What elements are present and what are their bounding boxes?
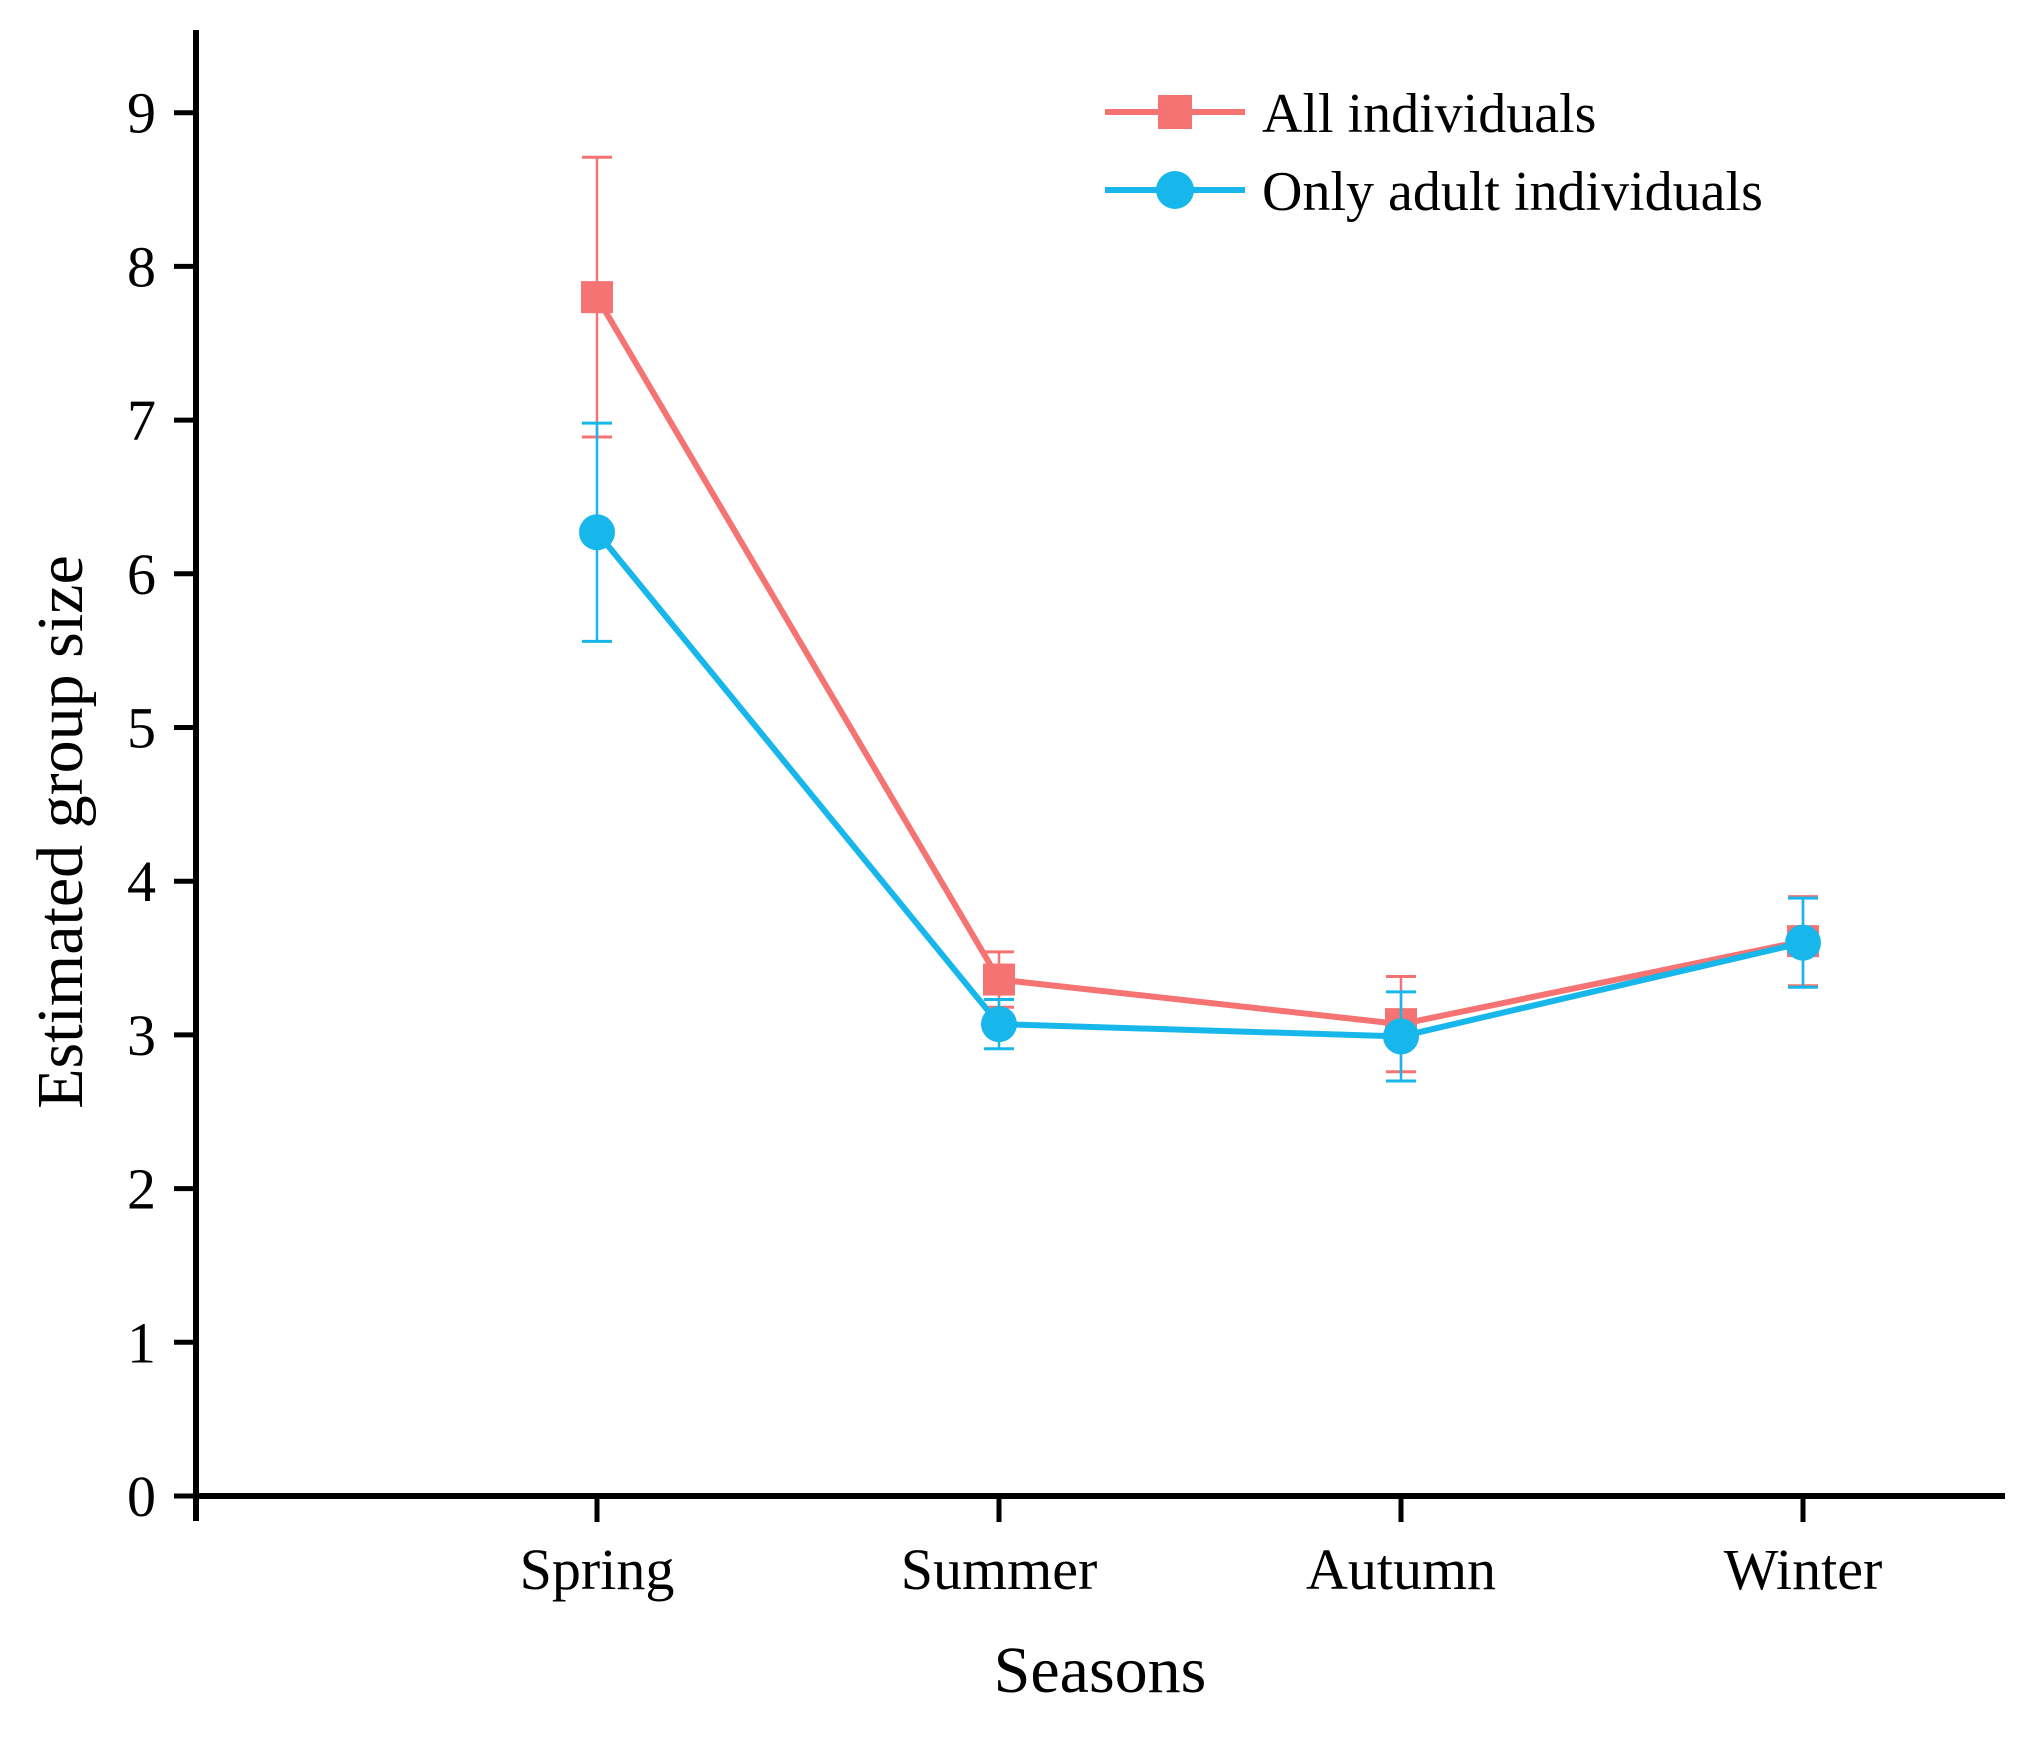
y-tick-label: 5 [127, 696, 156, 761]
y-axis-ticks: 0 1 2 3 4 5 6 7 8 9 [127, 81, 196, 1529]
legend-marker-only-adult-individuals [1156, 171, 1194, 209]
y-tick-label: 2 [127, 1157, 156, 1222]
data-point-square [581, 281, 613, 314]
data-point-circle [579, 514, 615, 551]
legend-label-all-individuals: All individuals [1262, 83, 1596, 145]
x-tick-label: Spring [520, 1537, 675, 1602]
y-tick-label: 6 [127, 542, 156, 607]
x-tick-label: Summer [901, 1537, 1098, 1602]
x-axis-ticks: Spring Summer Autumn Winter [520, 1496, 1883, 1602]
data-point-square [983, 963, 1015, 996]
y-tick-label: 3 [127, 1003, 156, 1068]
x-tick-label: Winter [1724, 1537, 1883, 1602]
x-axis-title: Seasons [994, 1634, 1207, 1707]
axes [193, 30, 2005, 1521]
x-tick-label: Autumn [1306, 1537, 1496, 1602]
y-tick-label: 0 [127, 1464, 156, 1529]
series-layer [579, 155, 1821, 1083]
y-tick-label: 1 [127, 1310, 156, 1375]
data-point-circle [1383, 1018, 1419, 1055]
series-line [594, 295, 1804, 1028]
y-tick-label: 7 [127, 388, 156, 453]
y-tick-label: 8 [127, 234, 156, 299]
series-line [594, 530, 1804, 1040]
y-axis-title: Estimated group size [24, 555, 97, 1109]
data-point-circle [1785, 924, 1821, 961]
y-tick-label: 9 [127, 81, 156, 146]
legend-marker-all-individuals [1158, 95, 1192, 129]
series-only-adult-individuals [579, 421, 1821, 1083]
series-all-individuals [581, 155, 1819, 1074]
data-point-circle [981, 1006, 1017, 1043]
legend: All individuals Only adult individuals [1105, 83, 1763, 223]
legend-label-only-adult-individuals: Only adult individuals [1262, 161, 1763, 223]
y-tick-label: 4 [127, 849, 156, 914]
